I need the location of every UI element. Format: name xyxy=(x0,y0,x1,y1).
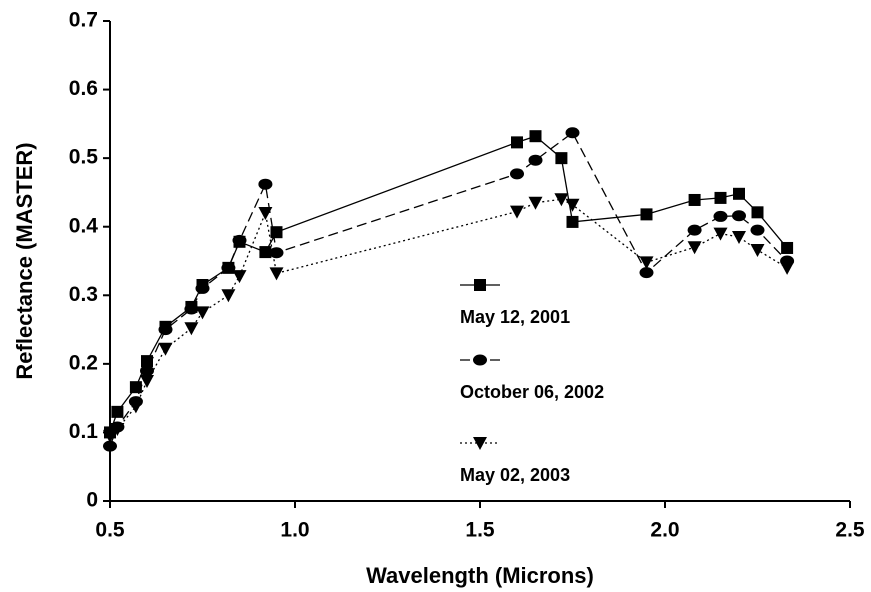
legend-marker xyxy=(473,354,487,366)
marker xyxy=(750,224,765,236)
legend-marker xyxy=(473,437,487,450)
marker xyxy=(639,256,654,270)
legend-label: October 06, 2002 xyxy=(460,382,604,402)
marker xyxy=(688,193,701,206)
legend-label: May 02, 2003 xyxy=(460,465,570,485)
y-axis-title: Reflectance (MASTER) xyxy=(12,142,37,379)
y-tick-label: 0.6 xyxy=(69,77,98,100)
marker xyxy=(129,381,142,394)
x-tick-label: 1.5 xyxy=(465,519,495,542)
marker xyxy=(750,244,765,258)
marker xyxy=(140,375,154,388)
marker xyxy=(751,206,764,219)
marker xyxy=(232,270,247,284)
y-tick-label: 0.5 xyxy=(69,146,99,169)
marker xyxy=(259,246,272,259)
marker xyxy=(566,215,579,228)
y-tick-label: 0.2 xyxy=(69,351,98,374)
marker xyxy=(158,342,173,356)
marker xyxy=(221,289,236,303)
marker xyxy=(528,196,543,210)
marker xyxy=(195,306,210,320)
y-tick-label: 0.1 xyxy=(69,420,99,443)
series-line xyxy=(109,131,788,447)
y-tick-label: 0 xyxy=(86,489,98,512)
marker xyxy=(111,405,124,418)
x-tick-label: 2.0 xyxy=(650,519,679,542)
marker xyxy=(565,198,580,212)
marker xyxy=(270,226,283,239)
marker xyxy=(158,324,173,336)
marker xyxy=(103,429,117,443)
y-tick-label: 0.3 xyxy=(69,283,98,306)
marker xyxy=(732,210,746,222)
marker xyxy=(528,154,543,166)
marker xyxy=(732,231,746,244)
marker xyxy=(184,303,199,315)
marker xyxy=(555,152,568,165)
series-line xyxy=(109,198,788,437)
marker xyxy=(511,136,523,149)
marker xyxy=(232,234,247,246)
marker xyxy=(269,267,284,281)
marker xyxy=(258,178,273,190)
marker xyxy=(713,227,728,241)
marker xyxy=(221,262,236,274)
marker xyxy=(128,400,143,414)
x-tick-label: 0.5 xyxy=(95,519,125,542)
marker xyxy=(713,210,728,222)
marker xyxy=(780,261,795,275)
marker xyxy=(565,127,580,139)
marker xyxy=(714,191,727,204)
marker xyxy=(110,423,125,436)
marker xyxy=(195,282,210,294)
legend-label: May 12, 2001 xyxy=(460,307,570,327)
marker xyxy=(140,365,154,377)
series-line xyxy=(109,135,788,433)
marker xyxy=(640,208,653,221)
x-tick-label: 2.5 xyxy=(835,519,865,542)
marker xyxy=(687,241,702,255)
marker xyxy=(733,187,745,200)
marker xyxy=(258,207,273,220)
marker xyxy=(639,267,654,279)
marker xyxy=(103,440,117,452)
marker xyxy=(781,241,794,254)
x-tick-label: 1.0 xyxy=(280,519,309,542)
marker xyxy=(510,168,524,180)
x-axis-title: Wavelength (Microns) xyxy=(366,563,594,588)
y-tick-label: 0.4 xyxy=(69,214,99,237)
marker xyxy=(554,193,569,207)
marker xyxy=(529,130,542,143)
marker xyxy=(269,247,284,259)
marker xyxy=(184,322,199,336)
marker xyxy=(510,205,524,219)
y-tick-label: 0.7 xyxy=(69,9,98,32)
legend-marker xyxy=(474,279,486,291)
marker xyxy=(687,224,702,236)
